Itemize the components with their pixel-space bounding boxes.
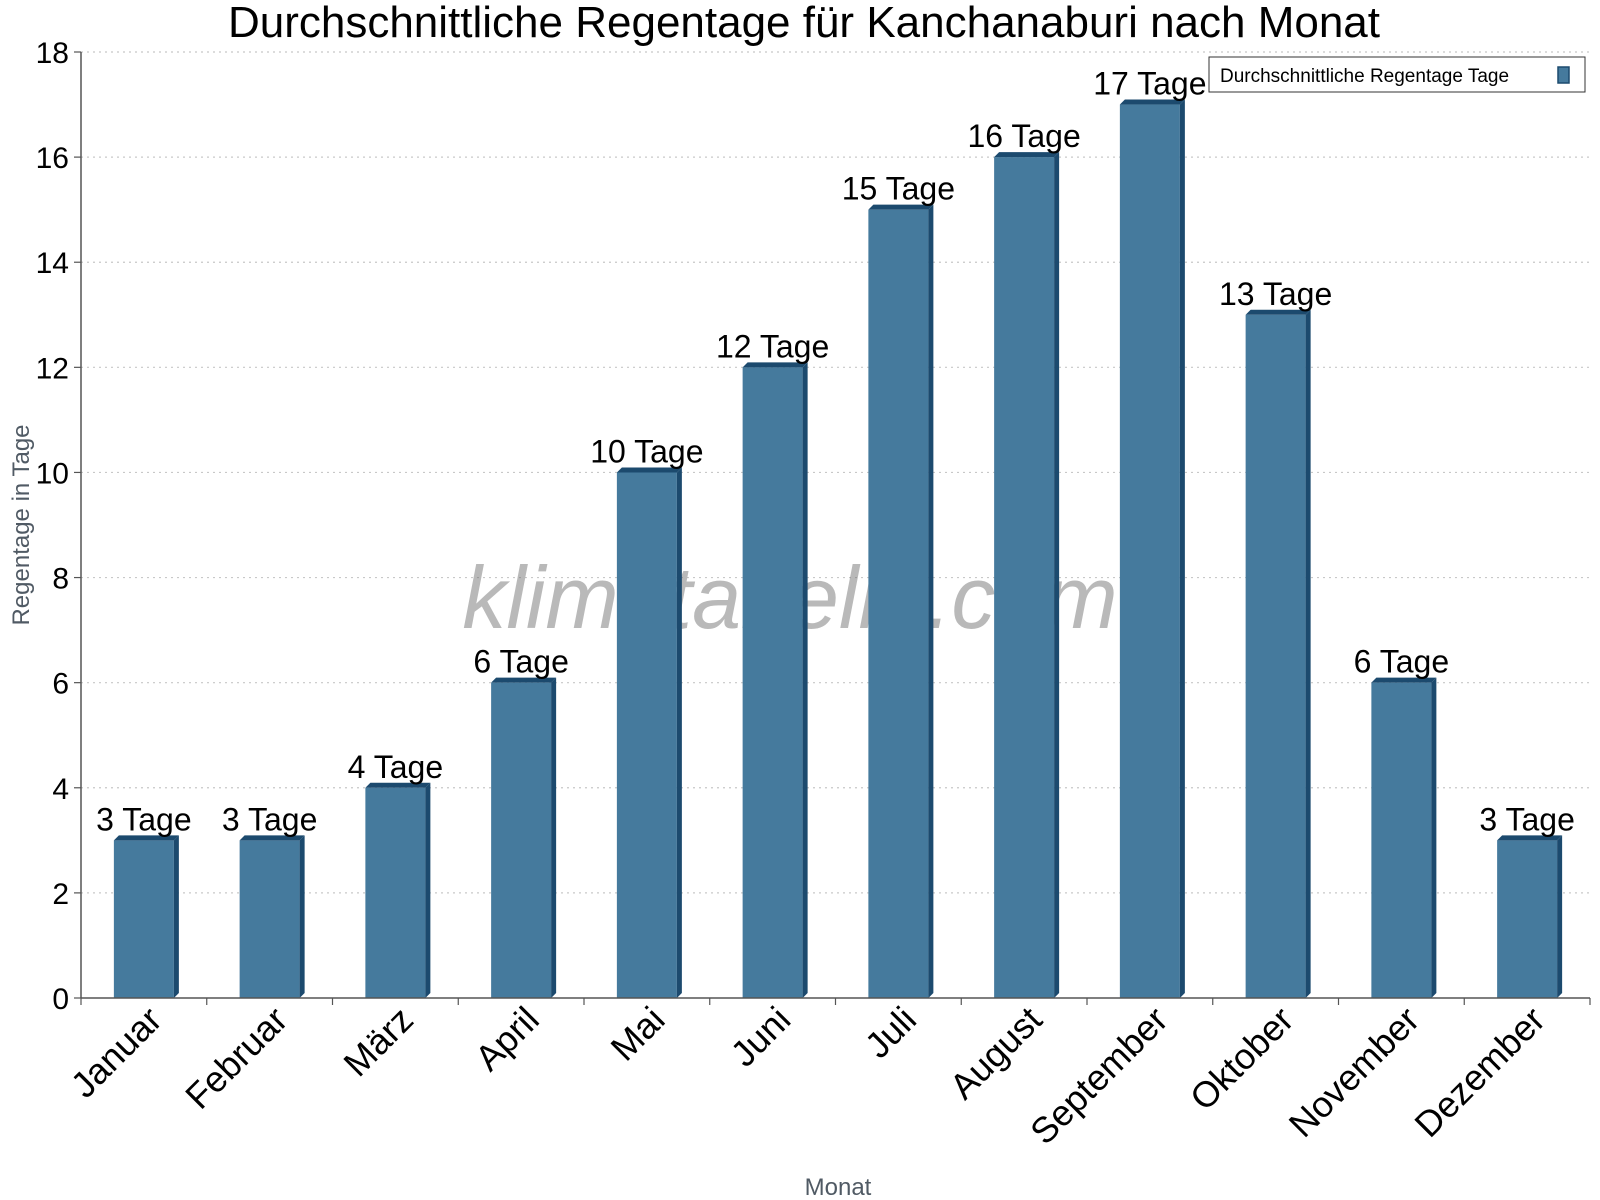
x-tick-label: Dezember	[1406, 999, 1552, 1145]
bar	[616, 467, 682, 998]
bar-side	[425, 782, 431, 998]
x-tick-label: November	[1281, 999, 1427, 1145]
x-tick-label: Oktober	[1182, 999, 1302, 1119]
x-tick-label: Juni	[723, 999, 799, 1075]
bar-front	[1119, 104, 1180, 999]
bar-side	[1054, 152, 1060, 999]
bar-top	[994, 152, 1060, 158]
data-label: 10 Tage	[590, 433, 703, 469]
y-tick-label: 6	[52, 668, 69, 701]
data-label: 13 Tage	[1219, 276, 1332, 312]
x-tick-label: Mai	[603, 999, 673, 1069]
grid-lines	[81, 51, 1590, 894]
legend-box	[1208, 56, 1586, 93]
x-axis-ticks: Januar Februar März April Mai Juni Juli AugustS…	[63, 998, 1591, 1153]
bar-front	[616, 472, 677, 998]
bar-side	[1557, 835, 1563, 998]
x-tick-label: September	[1022, 999, 1176, 1153]
bar-front	[1371, 682, 1432, 998]
bar-side	[173, 835, 179, 998]
y-tick-label: 10	[36, 457, 69, 490]
chart-title: Durchschnittliche Regentage für Kanchana…	[228, 0, 1380, 47]
bar-front	[113, 840, 174, 998]
bar-front	[239, 840, 300, 998]
bar-front	[491, 682, 552, 998]
x-tick-label: Februar	[177, 999, 295, 1117]
x-tick-label: März	[335, 999, 421, 1085]
bar-top	[491, 677, 557, 683]
bar-top	[1119, 99, 1185, 105]
x-axis-title: Monat	[805, 1174, 872, 1200]
x-tick-label: April	[467, 999, 547, 1079]
bar-top	[868, 204, 934, 210]
bar-front	[742, 367, 803, 998]
bar	[1119, 99, 1185, 999]
data-label: 12 Tage	[716, 328, 829, 364]
bar-top	[1497, 835, 1563, 841]
data-label: 3 Tage	[1479, 801, 1575, 837]
bar-side	[928, 204, 934, 998]
bar	[1371, 677, 1437, 998]
bar-front	[868, 209, 929, 998]
data-label: 16 Tage	[967, 118, 1080, 154]
data-label: 3 Tage	[222, 801, 318, 837]
bar	[239, 835, 305, 998]
bar-top	[239, 835, 305, 841]
data-label: 4 Tage	[348, 749, 444, 785]
bar-side	[551, 677, 557, 998]
bar-side	[802, 362, 808, 998]
bar-top	[1371, 677, 1437, 683]
bar	[491, 677, 557, 998]
data-label: 6 Tage	[473, 644, 569, 680]
y-tick-label: 18	[36, 37, 69, 70]
bar-side	[1305, 309, 1311, 998]
bar	[742, 362, 808, 998]
x-tick-label: Juli	[857, 999, 924, 1066]
y-tick-label: 2	[52, 878, 69, 911]
bar-side	[299, 835, 305, 998]
data-label: 15 Tage	[842, 171, 955, 207]
data-label: 3 Tage	[96, 801, 192, 837]
y-tick-label: 12	[36, 352, 69, 385]
bar-front	[1245, 314, 1306, 998]
bar	[365, 782, 431, 998]
bars	[113, 99, 1563, 999]
y-tick-label: 4	[52, 773, 69, 806]
data-label: 17 Tage	[1093, 66, 1206, 102]
bar-top	[365, 782, 431, 788]
bar-top	[113, 835, 179, 841]
bar	[1245, 309, 1311, 998]
y-tick-label: 16	[36, 142, 69, 175]
bar	[1497, 835, 1563, 998]
legend-label: Durchschnittliche Regentage Tage	[1220, 66, 1509, 87]
axes	[80, 52, 1590, 999]
data-labels: 3 Tage 3 Tage 4 Tage 6 Tage 10 Tage 12 Tage 15…	[96, 66, 1575, 838]
y-tick-label: 14	[36, 247, 69, 280]
x-tick-label: August	[942, 999, 1050, 1107]
bar-front	[365, 787, 426, 998]
legend: Durchschnittliche Regentage Tage	[1208, 56, 1586, 93]
bar-front	[994, 157, 1055, 999]
bar-side	[1431, 677, 1437, 998]
bar-top	[1245, 309, 1311, 315]
bar-side	[676, 467, 682, 998]
y-tick-label: 8	[52, 563, 69, 596]
data-label: 6 Tage	[1354, 644, 1450, 680]
y-axis-title: Regentage in Tage	[8, 424, 35, 625]
bar-top	[616, 467, 682, 473]
legend-swatch	[1557, 66, 1570, 84]
bar	[868, 204, 934, 998]
y-axis-ticks: 0 2 4 6 8 10 12 14 16 18	[36, 37, 81, 1016]
x-tick-label: Januar	[63, 999, 170, 1106]
y-tick-label: 0	[52, 983, 69, 1016]
bar-side	[1179, 99, 1185, 999]
bar	[994, 152, 1060, 999]
bar-front	[1497, 840, 1558, 998]
bar	[113, 835, 179, 998]
bar-top	[742, 362, 808, 368]
